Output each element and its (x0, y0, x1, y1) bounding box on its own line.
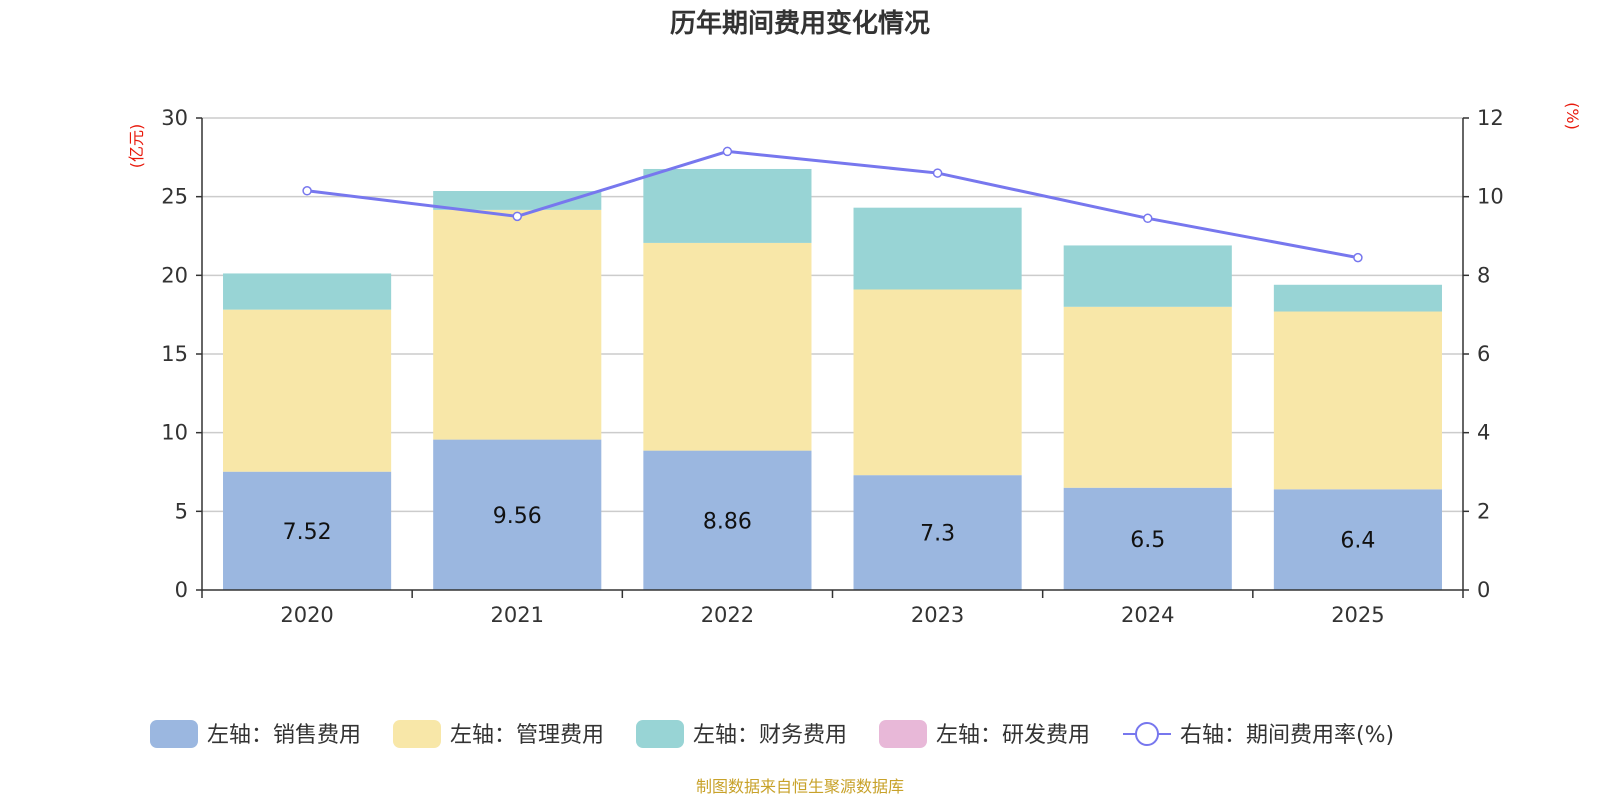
right-tick-label: 0 (1477, 578, 1490, 602)
x-tick-label: 2022 (701, 603, 754, 627)
rate-point-2021 (512, 211, 522, 222)
left-tick-label: 20 (161, 263, 188, 287)
bars (223, 168, 1442, 590)
rate-point-2025 (1353, 252, 1363, 263)
bar-2-2022 (643, 242, 812, 451)
bar-value-label: 8.86 (703, 509, 752, 534)
bar-1-2021 (433, 439, 602, 590)
legend-swatch (879, 720, 927, 748)
legend-swatch (636, 720, 684, 748)
rate-line-path (306, 149, 1359, 260)
bar-2-2025 (1273, 311, 1442, 490)
right-tick-label: 8 (1477, 263, 1490, 287)
data-source: 制图数据来自恒生聚源数据库 (696, 777, 904, 796)
rate-point-2023 (932, 168, 943, 178)
x-tick-label: 2020 (280, 603, 333, 627)
bar-2-2023 (853, 289, 1022, 476)
legend-circle-icon (1135, 722, 1159, 746)
bar-3-2020 (223, 273, 392, 310)
right-tick-label: 12 (1477, 106, 1504, 130)
bar-value-label: 6.4 (1340, 529, 1375, 554)
legend-label: 左轴：财务费用 (693, 723, 847, 748)
rate-point-2024 (1143, 213, 1153, 224)
right-tick-label: 2 (1477, 499, 1490, 523)
x-tick-label: 2025 (1331, 603, 1384, 627)
left-axis-unit: (亿元) (127, 124, 146, 169)
bar-1-2022 (643, 450, 812, 590)
bar-value-label: 7.52 (283, 520, 332, 545)
bar-3-2024 (1063, 245, 1232, 307)
bar-2-2021 (433, 209, 602, 440)
bar-3-2022 (643, 168, 812, 243)
bar-value-label: 7.3 (920, 522, 955, 547)
legend-label: 左轴：管理费用 (450, 723, 604, 748)
bar-2-2024 (1063, 306, 1232, 488)
bar-1-2025 (1273, 489, 1442, 590)
left-tick-label: 10 (161, 421, 188, 445)
right-tick-label: 4 (1477, 421, 1490, 445)
bar-labels: 7.52 9.56 8.86 7.3 6.5 6.4 (283, 504, 1376, 554)
rate-point-2022 (722, 146, 733, 157)
legend-swatch (393, 720, 441, 748)
bar-value-label: 9.56 (493, 504, 542, 529)
bar-3-2021 (433, 191, 602, 210)
left-tick-label: 15 (161, 342, 188, 366)
bar-1-2024 (1063, 487, 1232, 590)
bar-3-2023 (853, 207, 1022, 290)
right-axis-unit: (%) (1563, 102, 1582, 130)
bar-3-2025 (1273, 284, 1442, 312)
rate-point-2020 (302, 186, 312, 196)
legend-swatch (150, 720, 198, 748)
legend-label: 左轴：销售费用 (207, 723, 361, 748)
x-tick-label: 2021 (491, 603, 544, 627)
bar-2-2020 (223, 309, 392, 472)
chart-title: 历年期间费用变化情况 (670, 8, 930, 39)
right-tick-label: 10 (1477, 185, 1504, 209)
gridlines (202, 117, 1463, 513)
left-tick-label: 5 (175, 499, 188, 523)
left-tick-label: 30 (161, 106, 188, 130)
rate-line (302, 146, 1363, 263)
left-tick-label: 0 (175, 578, 188, 602)
legend: 左轴：销售费用 左轴：管理费用 左轴：财务费用 左轴：研发费用 右轴：期间费用率(%) (150, 720, 1394, 748)
bar-1-2023 (853, 475, 1022, 590)
right-tick-label: 6 (1477, 342, 1490, 366)
bar-1-2020 (223, 471, 392, 590)
x-tick-label: 2024 (1121, 603, 1174, 627)
legend-label: 右轴：期间费用率(%) (1180, 723, 1394, 748)
bar-value-label: 6.5 (1130, 528, 1165, 553)
x-tick-label: 2023 (911, 603, 964, 627)
legend-label: 左轴：研发费用 (936, 723, 1090, 748)
left-tick-label: 25 (161, 185, 188, 209)
